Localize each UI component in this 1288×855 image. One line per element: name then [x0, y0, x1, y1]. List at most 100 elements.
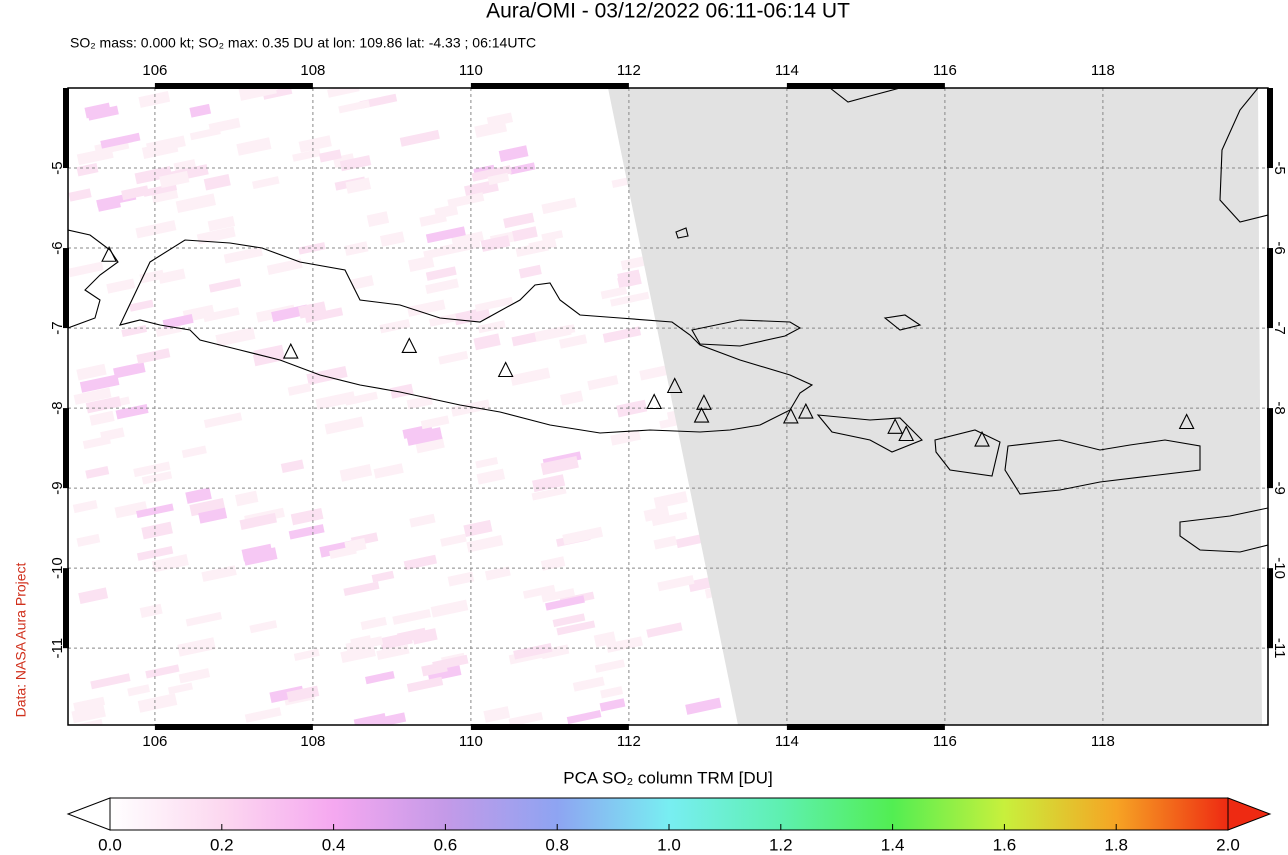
retrieval-pixel: [560, 390, 584, 406]
retrieval-pixel: [178, 668, 211, 684]
colorbar-tick-label: 1.4: [881, 835, 905, 854]
retrieval-pixel: [181, 445, 207, 459]
retrieval-pixel: [121, 185, 150, 201]
retrieval-pixel: [411, 628, 438, 645]
volcano-marker: [782, 407, 799, 424]
retrieval-pixel: [269, 685, 305, 703]
retrieval-pixel: [236, 137, 272, 156]
retrieval-pixel: [407, 299, 446, 317]
volcano-marker: [693, 406, 710, 423]
retrieval-pixel: [137, 693, 178, 713]
retrieval-pixel: [292, 149, 321, 162]
retrieval-pixel: [541, 230, 564, 242]
frame-bar: [786, 724, 945, 730]
volcano-marker: [401, 337, 418, 354]
frame-bar: [1267, 408, 1273, 489]
retrieval-pixel: [208, 278, 242, 293]
volcano-marker: [646, 393, 663, 410]
retrieval-pixel: [73, 696, 106, 712]
x-tick-label: 118: [1091, 733, 1115, 750]
coast-flores: [1179, 507, 1268, 553]
retrieval-pixel: [262, 88, 293, 100]
retrieval-pixel: [298, 301, 327, 319]
retrieval-pixel: [315, 391, 356, 410]
y-tick-label: -7: [49, 321, 66, 334]
retrieval-pixel: [298, 242, 326, 255]
retrieval-pixel: [72, 499, 98, 514]
coast-bali: [816, 414, 923, 453]
retrieval-pixel: [392, 608, 432, 625]
retrieval-pixel: [100, 427, 125, 442]
retrieval-pixel: [620, 256, 646, 271]
y-tick-label: -6: [1271, 241, 1288, 254]
retrieval-pixel: [600, 286, 628, 300]
retrieval-pixel: [290, 507, 324, 526]
no-data-area: [608, 88, 1262, 725]
retrieval-pixel: [610, 429, 641, 446]
retrieval-pixel: [406, 427, 443, 446]
retrieval-pixel: [428, 313, 457, 327]
retrieval-pixel: [423, 247, 445, 260]
frame-bar: [786, 83, 945, 89]
map-body: [68, 88, 1268, 725]
x-tick-label: 112: [617, 733, 641, 750]
volcano-marker: [497, 361, 514, 378]
frame-bar: [1267, 88, 1273, 169]
volcano-marker: [696, 394, 712, 410]
retrieval-pixel: [503, 212, 535, 229]
retrieval-pixel: [73, 387, 112, 405]
retrieval-pixel: [556, 620, 596, 636]
retrieval-pixel: [675, 534, 704, 549]
retrieval-pixel: [600, 686, 624, 699]
retrieval-pixel: [100, 132, 141, 149]
retrieval-pixel: [373, 463, 404, 479]
retrieval-pixel: [280, 459, 305, 474]
frame-bar: [1267, 248, 1273, 329]
retrieval-pixel: [87, 105, 119, 121]
retrieval-pixel: [234, 490, 259, 507]
retrieval-pixel: [324, 416, 364, 435]
volcano-marker: [974, 430, 990, 447]
x-tick-label: 114: [775, 733, 799, 750]
y-tick-label: -11: [1271, 638, 1288, 659]
y-tick-label: -5: [1271, 161, 1288, 174]
retrieval-pixel: [685, 697, 722, 715]
retrieval-pixel: [223, 246, 263, 264]
retrieval-pixel: [406, 676, 444, 693]
retrieval-pixel: [653, 491, 688, 509]
retrieval-pixel: [513, 643, 553, 660]
retrieval-pixel: [136, 348, 171, 364]
retrieval-pixel: [239, 512, 277, 530]
retrieval-pixel: [508, 711, 544, 725]
retrieval-pixel: [76, 162, 99, 177]
retrieval-pixel: [135, 220, 177, 239]
retrieval-pixel: [203, 174, 231, 191]
y-tick-label: -6: [49, 241, 66, 254]
subtitle: SO₂ mass: 0.000 kt; SO₂ max: 0.35 DU at …: [70, 35, 536, 51]
retrieval-pixel: [167, 682, 193, 695]
retrieval-pixel: [134, 165, 173, 185]
retrieval-pixel: [249, 620, 278, 634]
retrieval-pixel: [286, 685, 320, 703]
retrieval-pixel: [425, 226, 466, 244]
coast-sumbawa: [1004, 439, 1201, 495]
retrieval-pixel: [77, 718, 104, 725]
retrieval-pixel: [545, 595, 585, 611]
title: Aura/OMI - 03/12/2022 06:11-06:14 UT: [486, 0, 850, 23]
retrieval-pixel: [536, 324, 576, 341]
retrieval-pixel: [252, 176, 280, 190]
coast-kangean: [883, 314, 922, 331]
retrieval-pixel: [474, 296, 514, 312]
retrieval-pixel: [141, 521, 173, 540]
retrieval-pixel: [241, 543, 273, 562]
colorbar-tick-label: 0.4: [322, 835, 346, 854]
retrieval-pixel: [304, 307, 344, 324]
retrieval-pixel: [651, 511, 688, 527]
retrieval-pixel: [79, 374, 120, 393]
retrieval-pixel: [85, 396, 122, 414]
retrieval-pixel: [151, 188, 179, 204]
retrieval-pixel: [540, 455, 579, 476]
retrieval-pixel: [558, 334, 588, 349]
retrieval-pixel: [177, 637, 216, 657]
